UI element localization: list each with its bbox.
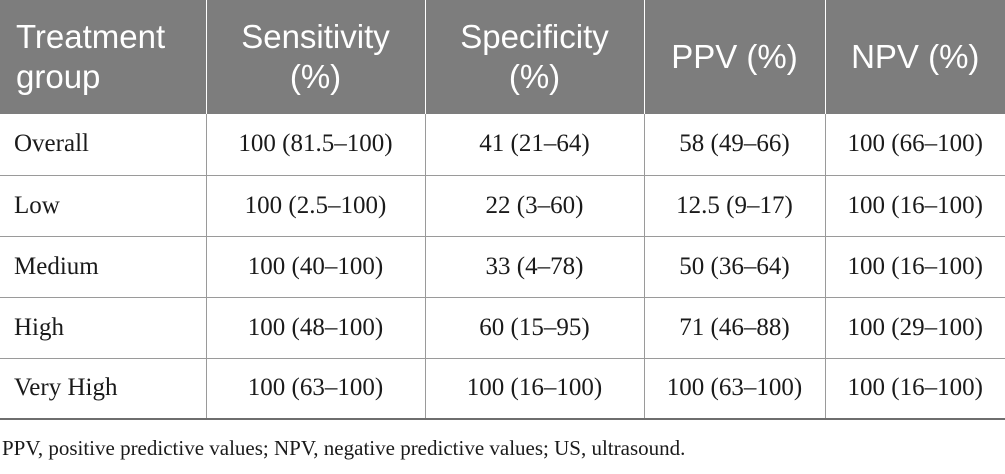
cell-sensitivity: 100 (2.5–100) bbox=[206, 175, 426, 237]
header-line: Treatment bbox=[16, 18, 166, 55]
cell-ppv: 100 (63–100) bbox=[644, 358, 826, 420]
cell-npv: 100 (16–100) bbox=[825, 175, 1005, 237]
table-header: Treatment group Sensitivity (%) Specific… bbox=[0, 0, 1005, 114]
cell-treatment-group: Very High bbox=[0, 358, 207, 420]
header-treatment-group: Treatment group bbox=[0, 0, 207, 114]
header-line: group bbox=[16, 58, 101, 95]
cell-specificity: 60 (15–95) bbox=[425, 297, 645, 359]
cell-npv: 100 (16–100) bbox=[825, 236, 1005, 298]
header-line: (%) bbox=[508, 58, 561, 95]
header-ppv: PPV (%) bbox=[644, 0, 826, 114]
cell-treatment-group: High bbox=[0, 297, 207, 359]
header-specificity: Specificity (%) bbox=[425, 0, 645, 114]
cell-specificity: 41 (21–64) bbox=[425, 114, 645, 176]
header-npv: NPV (%) bbox=[825, 0, 1005, 114]
cell-sensitivity: 100 (81.5–100) bbox=[206, 114, 426, 176]
table-row: Low 100 (2.5–100) 22 (3–60) 12.5 (9–17) … bbox=[0, 175, 1005, 237]
cell-specificity: 100 (16–100) bbox=[425, 358, 645, 420]
cell-treatment-group: Low bbox=[0, 175, 207, 237]
table-row: Overall 100 (81.5–100) 41 (21–64) 58 (49… bbox=[0, 114, 1005, 176]
cell-ppv: 71 (46–88) bbox=[644, 297, 826, 359]
cell-specificity: 22 (3–60) bbox=[425, 175, 645, 237]
table-row: Very High 100 (63–100) 100 (16–100) 100 … bbox=[0, 358, 1005, 420]
table-body: Overall 100 (81.5–100) 41 (21–64) 58 (49… bbox=[0, 114, 1005, 420]
header-line: NPV (%) bbox=[851, 38, 980, 75]
cell-npv: 100 (16–100) bbox=[825, 358, 1005, 420]
cell-treatment-group: Medium bbox=[0, 236, 207, 298]
cell-npv: 100 (29–100) bbox=[825, 297, 1005, 359]
cell-specificity: 33 (4–78) bbox=[425, 236, 645, 298]
header-row: Treatment group Sensitivity (%) Specific… bbox=[0, 0, 1005, 114]
cell-sensitivity: 100 (48–100) bbox=[206, 297, 426, 359]
table-footnote: PPV, positive predictive values; NPV, ne… bbox=[2, 436, 686, 460]
cell-npv: 100 (66–100) bbox=[825, 114, 1005, 176]
cell-ppv: 58 (49–66) bbox=[644, 114, 826, 176]
header-line: PPV (%) bbox=[671, 38, 798, 75]
header-line: (%) bbox=[289, 58, 342, 95]
cell-ppv: 50 (36–64) bbox=[644, 236, 826, 298]
cell-sensitivity: 100 (63–100) bbox=[206, 358, 426, 420]
cell-sensitivity: 100 (40–100) bbox=[206, 236, 426, 298]
table-row: Medium 100 (40–100) 33 (4–78) 50 (36–64)… bbox=[0, 236, 1005, 298]
diagnostic-accuracy-table: Treatment group Sensitivity (%) Specific… bbox=[0, 0, 1005, 420]
cell-ppv: 12.5 (9–17) bbox=[644, 175, 826, 237]
cell-treatment-group: Overall bbox=[0, 114, 207, 176]
header-sensitivity: Sensitivity (%) bbox=[206, 0, 426, 114]
header-line: Specificity bbox=[460, 18, 609, 55]
table-row: High 100 (48–100) 60 (15–95) 71 (46–88) … bbox=[0, 297, 1005, 359]
header-line: Sensitivity bbox=[241, 18, 390, 55]
